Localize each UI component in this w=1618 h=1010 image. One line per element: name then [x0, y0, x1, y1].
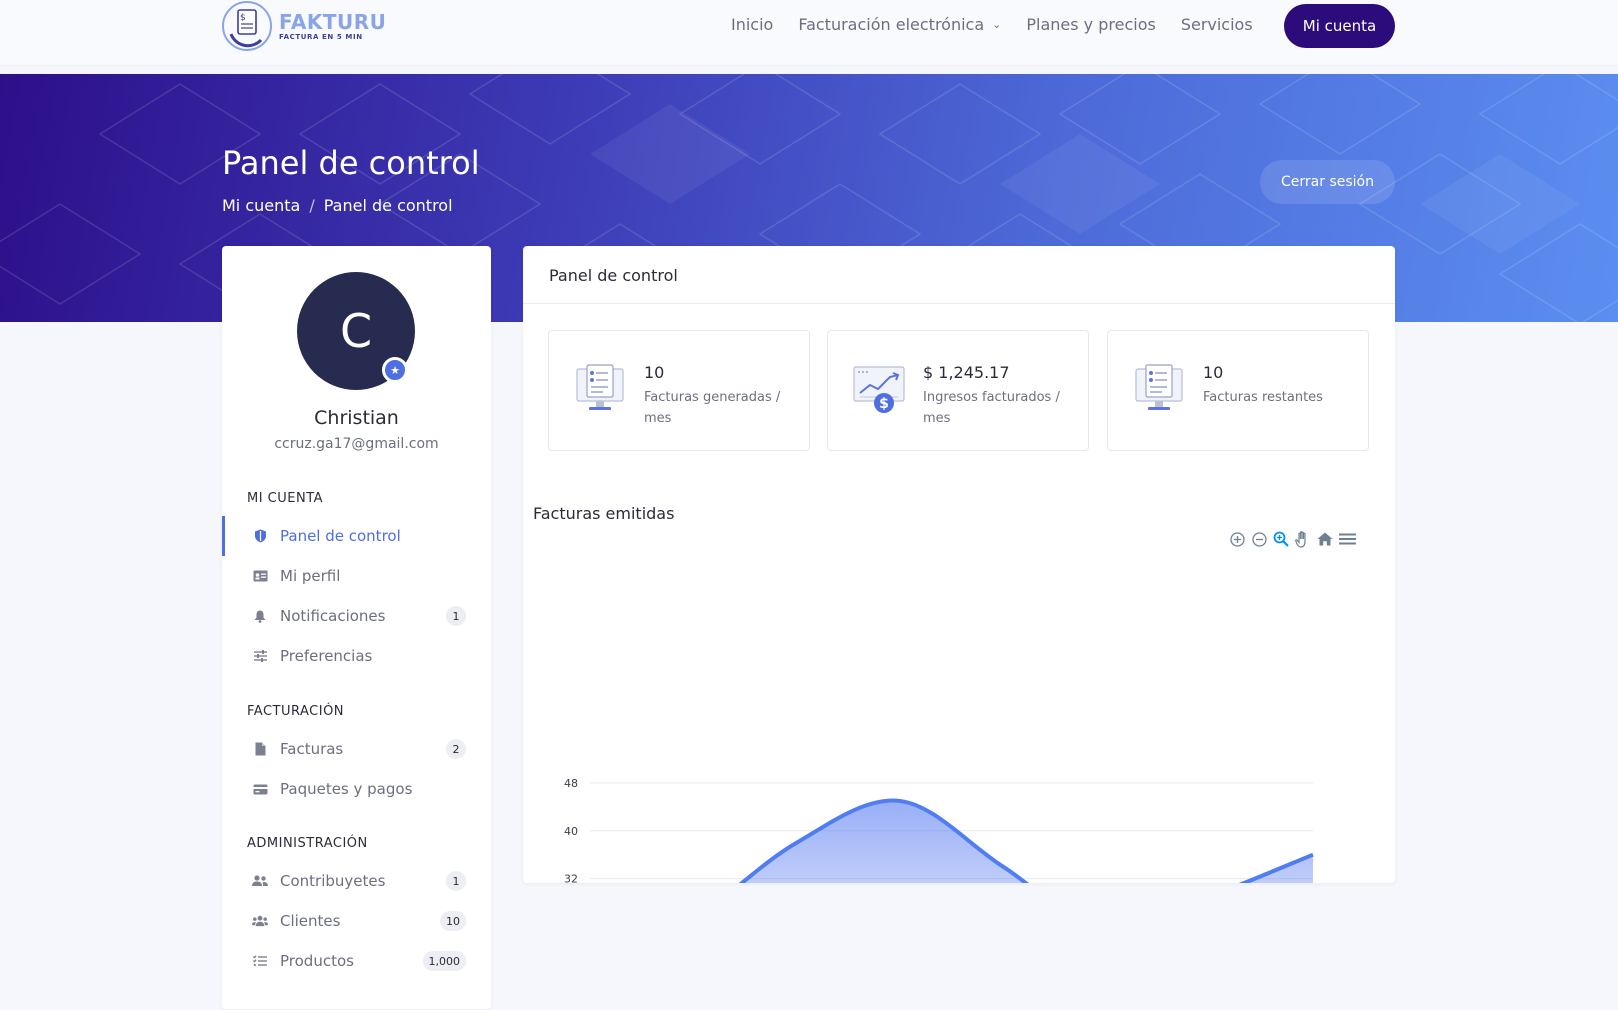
nav-link-facturacion-label: Facturación electrónica [798, 15, 985, 34]
series-line [738, 798, 1314, 883]
background-pattern [0, 74, 1618, 322]
svg-text:$: $ [240, 13, 246, 23]
nav-link-servicios[interactable]: Servicios [1180, 15, 1253, 34]
chart-toolbar [1226, 529, 1358, 549]
users-icon [252, 873, 268, 889]
sidebar-item-label: Clientes [280, 912, 341, 930]
list-check-icon [252, 953, 268, 969]
sidebar-item-notificaciones[interactable]: Notificaciones 1 [222, 596, 491, 636]
user-group-icon [252, 913, 268, 929]
avatar: C [297, 272, 415, 390]
y-tick-label: 32 [564, 873, 578, 883]
notification-count-badge: 1 [446, 606, 466, 626]
menu-icon[interactable] [1336, 529, 1358, 549]
top-navbar: $ FAKTURU FACTURA EN 5 MIN Inicio Factur… [0, 0, 1618, 66]
sidebar-item-clientes[interactable]: Clientes 10 [222, 901, 491, 941]
star-badge-icon: ★ [382, 357, 408, 383]
breadcrumb-separator: / [309, 196, 315, 215]
page-title: Panel de control [222, 144, 480, 182]
zoom-select-icon[interactable] [1270, 529, 1292, 549]
home-reset-icon[interactable] [1314, 529, 1336, 549]
section-title-administracion: ADMINISTRACIÓN [247, 836, 368, 851]
brand-tagline: FACTURA EN 5 MIN [279, 33, 363, 41]
my-account-button[interactable]: Mi cuenta [1284, 4, 1395, 48]
svg-text:$: $ [879, 396, 889, 412]
sidebar-item-facturas[interactable]: Facturas 2 [222, 729, 491, 769]
sidebar-item-paquetes-y-pagos[interactable]: Paquetes y pagos [222, 769, 491, 809]
sidebar-item-contribuyetes[interactable]: Contribuyetes 1 [222, 861, 491, 901]
sidebar-item-label: Facturas [280, 740, 344, 758]
contribuyetes-count-badge: 1 [446, 871, 466, 891]
brand-logo[interactable]: $ FAKTURU FACTURA EN 5 MIN [221, 0, 386, 52]
panel-header: Panel de control [523, 246, 1395, 304]
section-title-mi-cuenta: MI CUENTA [247, 491, 324, 506]
facturas-count-badge: 2 [446, 739, 466, 759]
nav-link-planes[interactable]: Planes y precios [1026, 15, 1156, 34]
sidebar-item-preferencias[interactable]: Preferencias [222, 636, 491, 676]
user-email: ccruz.ga17@gmail.com [274, 436, 439, 452]
sidebar-item-productos[interactable]: Productos 1,000 [222, 941, 491, 981]
stat-value: $ 1,245.17 [923, 363, 1010, 382]
revenue-chart-icon: $ [853, 366, 905, 413]
avatar-initial: C [339, 304, 373, 358]
y-tick-label: 48 [564, 777, 578, 790]
stat-label: Ingresos facturados / mes [923, 390, 1060, 426]
main-menu: Inicio Facturación electrónica ⌄ Planes y… [731, 14, 1278, 36]
stat-value: 10 [644, 363, 665, 382]
invoice-monitor-icon [576, 364, 624, 410]
sidebar-item-label: Mi perfil [280, 567, 341, 585]
zoom-in-icon[interactable] [1226, 529, 1248, 549]
sidebar-item-label: Preferencias [280, 647, 373, 665]
id-card-icon [252, 568, 268, 584]
bell-icon [252, 608, 268, 624]
chart-title: Facturas emitidas [533, 504, 675, 523]
breadcrumb: Mi cuenta / Panel de control [222, 196, 453, 215]
stat-card-facturas-generadas: 10 Facturas generadas / mes [548, 330, 810, 451]
invoice-monitor-icon [1135, 364, 1183, 410]
account-sidebar: C ★ Christian ccruz.ga17@gmail.com MI CU… [222, 246, 491, 1009]
section-title-facturacion: FACTURACIÓN [247, 704, 345, 719]
sidebar-item-label: Panel de control [280, 527, 401, 545]
nav-link-facturacion[interactable]: Facturación electrónica ⌄ [798, 14, 1001, 36]
stat-value: 10 [1203, 363, 1224, 382]
sidebar-item-label: Productos [280, 952, 354, 970]
zoom-out-icon[interactable] [1248, 529, 1270, 549]
brand-name: FAKTURU [279, 10, 387, 34]
sidebar-item-label: Contribuyetes [280, 872, 386, 890]
sidebar-item-label: Paquetes y pagos [280, 780, 413, 798]
chevron-down-icon: ⌄ [992, 18, 1002, 31]
y-tick-label: 40 [564, 825, 578, 838]
sliders-icon [252, 648, 268, 664]
logo-icon: $ [222, 1, 272, 51]
stat-label: Facturas restantes [1203, 390, 1323, 405]
file-icon [252, 741, 268, 757]
stat-card-facturas-restantes: 10 Facturas restantes [1107, 330, 1369, 451]
sidebar-item-panel-de-control[interactable]: Panel de control [222, 516, 491, 556]
credit-card-icon [252, 781, 268, 797]
facturas-area-chart: 81624324048EneroFebreroMarzoAbrilMayoJun… [564, 777, 1314, 883]
breadcrumb-mi-cuenta[interactable]: Mi cuenta [222, 196, 301, 215]
panel-title: Panel de control [549, 266, 678, 285]
user-name: Christian [314, 407, 399, 429]
sidebar-item-label: Notificaciones [280, 607, 386, 625]
stat-card-ingresos-facturados: $ $ 1,245.17 Ingresos facturados / mes [827, 330, 1089, 451]
shield-icon [252, 528, 268, 544]
sidebar-item-mi-perfil[interactable]: Mi perfil [222, 556, 491, 596]
logout-button[interactable]: Cerrar sesión [1260, 160, 1395, 204]
pan-hand-icon[interactable] [1292, 529, 1314, 549]
productos-count-badge: 1,000 [422, 951, 466, 971]
breadcrumb-current: Panel de control [323, 196, 453, 215]
series-area [741, 800, 1313, 883]
nav-link-inicio[interactable]: Inicio [731, 15, 774, 34]
clientes-count-badge: 10 [440, 911, 466, 931]
dashboard-panel: Panel de control 10 Facturas generadas /… [523, 246, 1395, 883]
stat-label: Facturas generadas / mes [644, 390, 781, 426]
